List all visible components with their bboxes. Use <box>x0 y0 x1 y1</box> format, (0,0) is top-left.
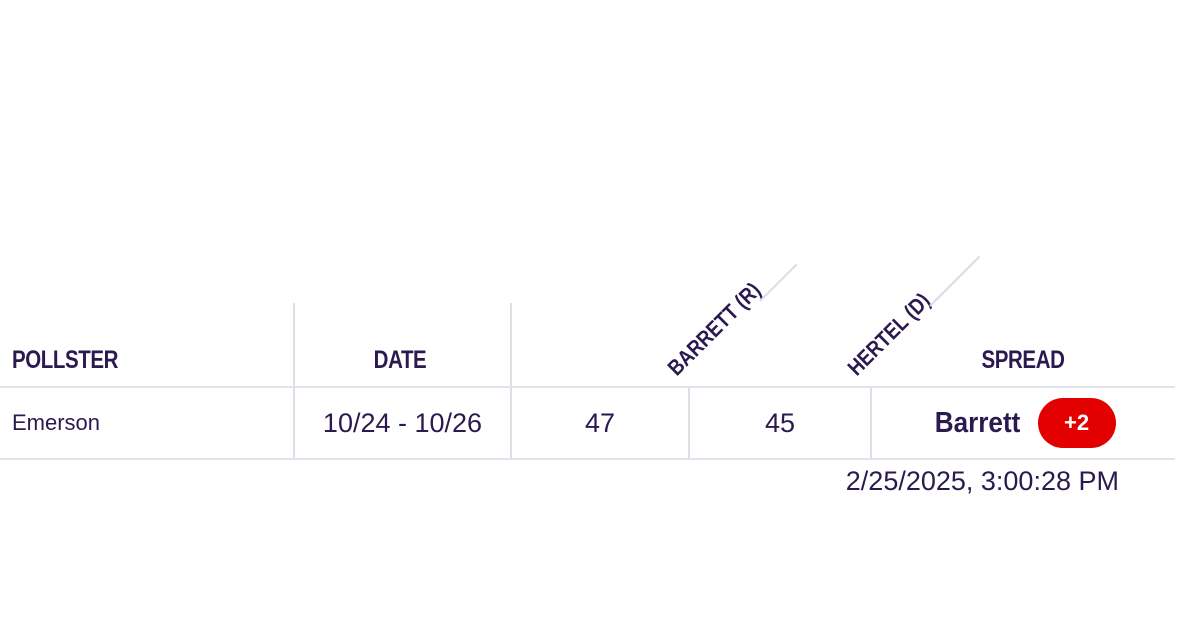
date-cell: 10/24 - 10/26 <box>322 407 483 438</box>
spread-cell: Barrett +2 <box>873 388 1173 458</box>
header-date[interactable]: DATE <box>373 346 427 374</box>
column-divider-candidate2 <box>870 386 872 460</box>
header-candidate2-divider <box>929 255 981 307</box>
pollster-cell[interactable]: Emerson <box>12 410 101 435</box>
header-spread[interactable]: SPREAD <box>981 346 1065 374</box>
last-updated-timestamp: 2/25/2025, 3:00:28 PM <box>845 466 1119 496</box>
header-bottom-border <box>0 386 1175 388</box>
spread-leader: Barrett <box>935 406 1021 439</box>
column-divider-candidate1 <box>688 386 690 460</box>
row-bottom-border <box>0 458 1175 460</box>
header-candidate1-divider <box>759 263 798 302</box>
spread-margin-badge: +2 <box>1037 398 1116 448</box>
candidate1-value-cell: 47 <box>584 407 616 438</box>
poll-table: POLLSTER DATE BARRETT (R) HERTEL (D) SPR… <box>0 255 1175 496</box>
header-pollster[interactable]: POLLSTER <box>12 346 119 374</box>
column-divider-date <box>510 303 512 460</box>
candidate2-value-cell: 45 <box>764 407 796 438</box>
header-candidate1[interactable]: BARRETT (R) <box>662 277 766 381</box>
column-divider-pollster <box>293 303 295 460</box>
